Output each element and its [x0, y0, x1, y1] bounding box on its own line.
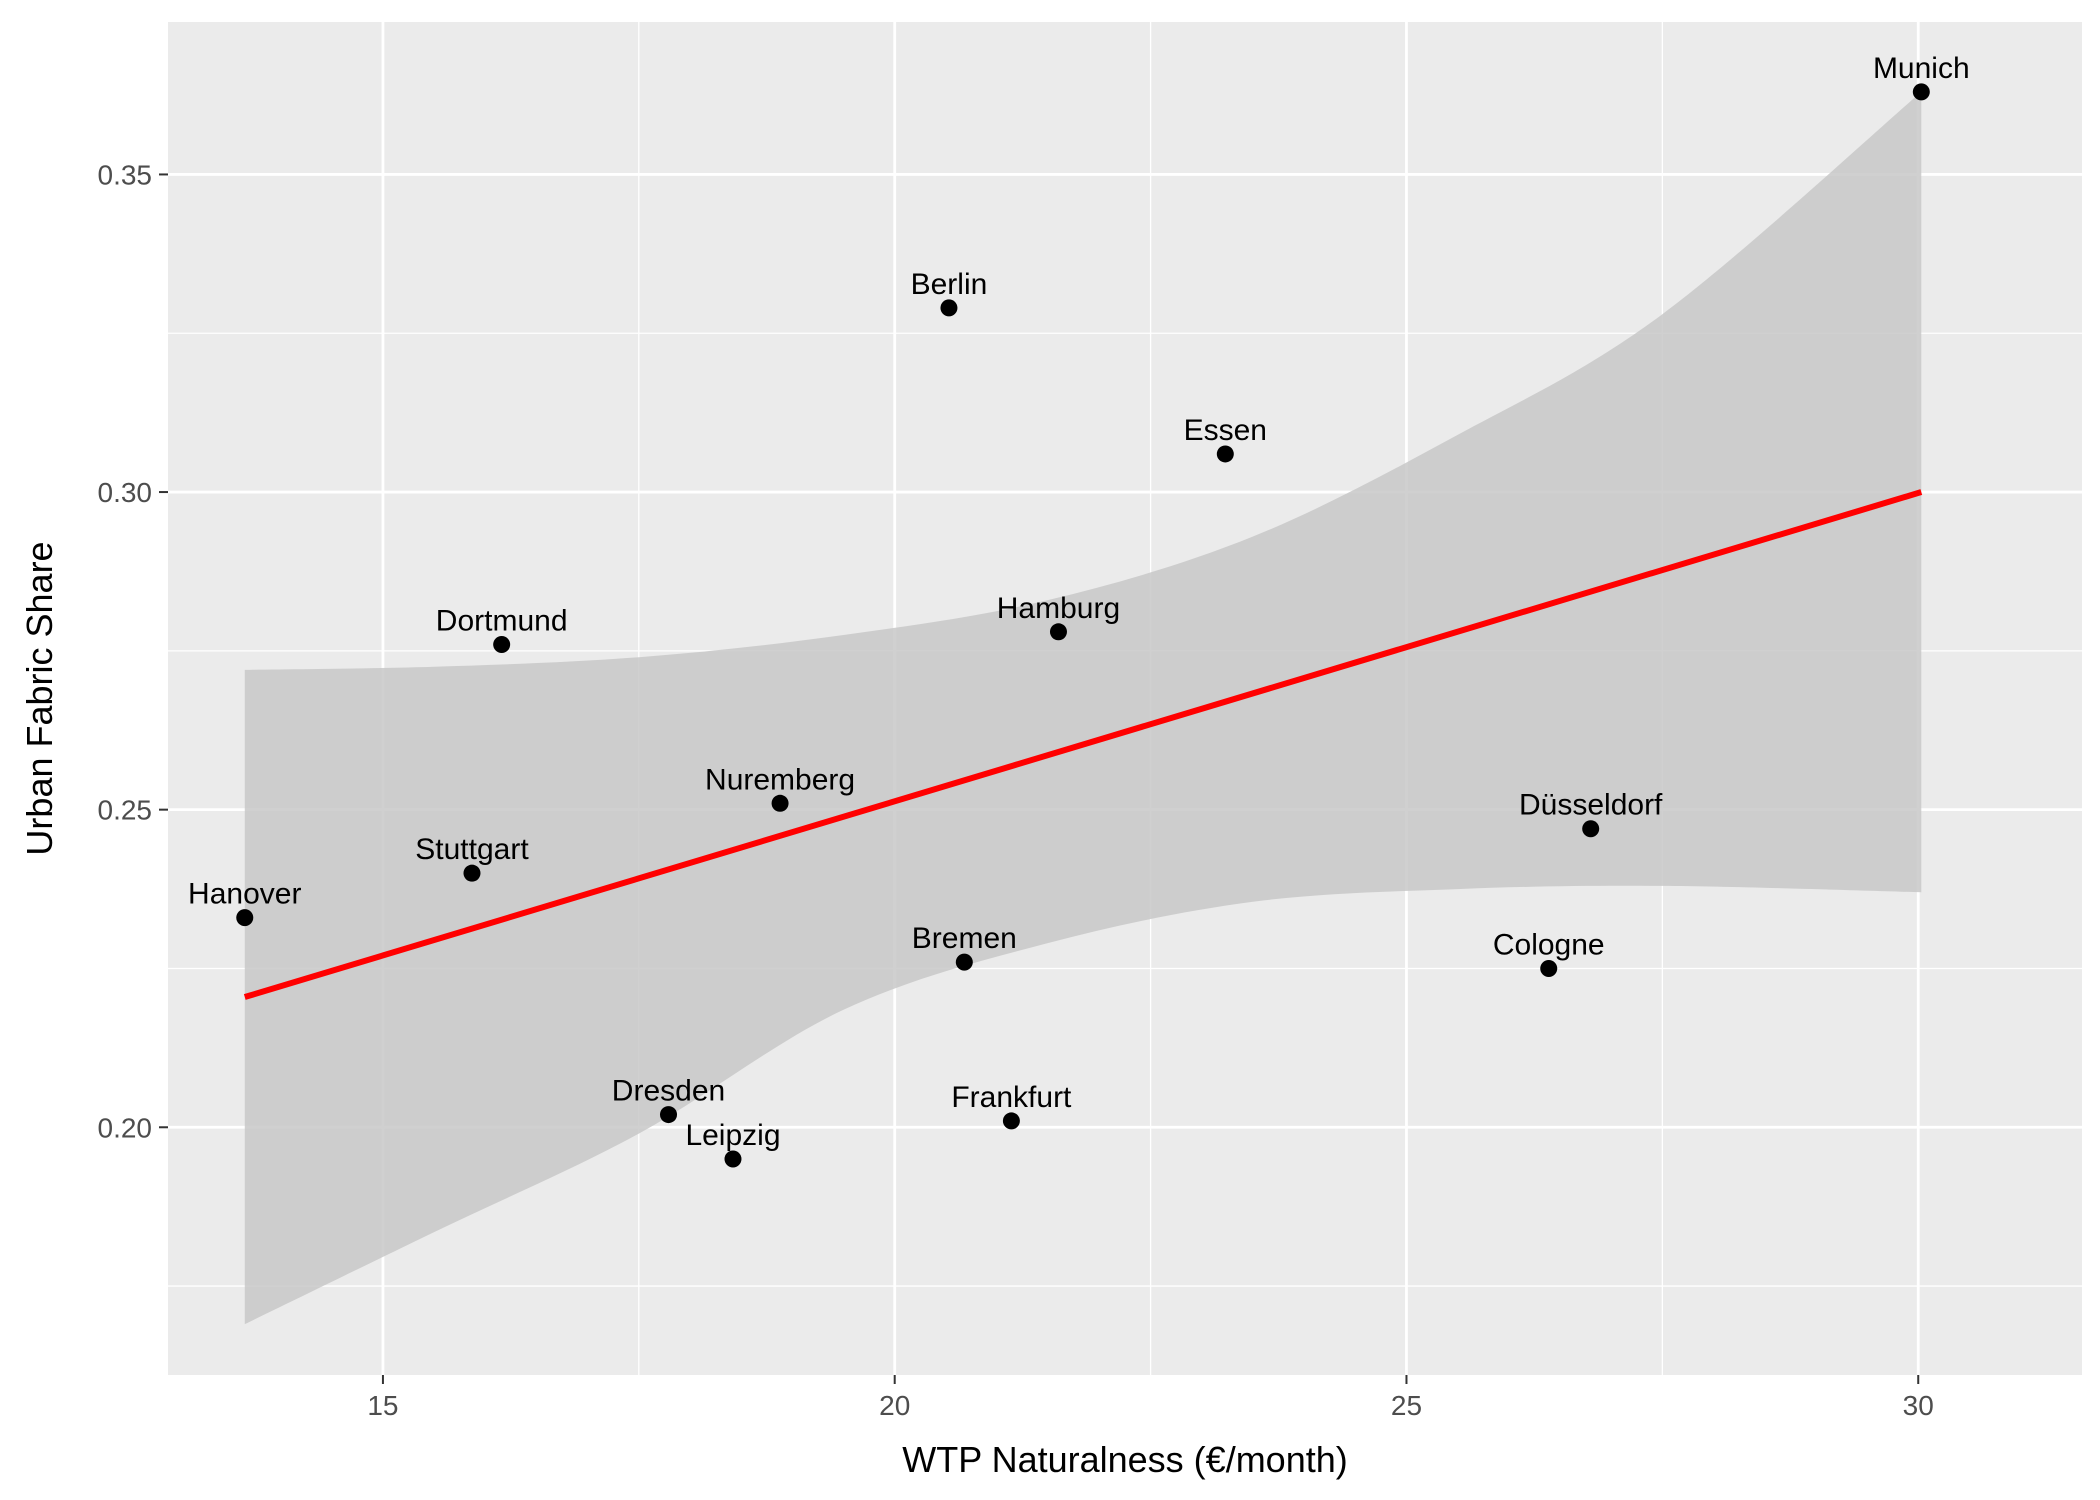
point-label: Essen — [1184, 414, 1267, 447]
x-axis-title: WTP Naturalness (€/month) — [902, 1439, 1347, 1480]
y-axis-ticks: 0.20 0.25 0.30 0.35 — [98, 159, 168, 1143]
point-label: Cologne — [1493, 928, 1605, 961]
y-tick-label: 0.20 — [98, 1112, 153, 1143]
data-point — [1002, 1112, 1020, 1130]
data-point — [955, 953, 973, 971]
x-axis-ticks: 15 20 25 30 — [367, 1375, 1934, 1421]
regression-line — [243, 489, 1923, 1000]
x-tick-label: 25 — [1391, 1390, 1422, 1421]
x-tick-label: 20 — [879, 1390, 910, 1421]
point-label: Hamburg — [997, 592, 1120, 625]
data-point — [493, 636, 511, 654]
y-axis-title: Urban Fabric Share — [19, 541, 60, 855]
data-point — [1912, 83, 1930, 101]
point-label: Nuremberg — [705, 763, 855, 796]
data-point — [1582, 820, 1600, 838]
data-point — [236, 909, 254, 927]
point-label: Munich — [1873, 52, 1970, 85]
point-label: Frankfurt — [951, 1081, 1072, 1114]
y-tick-label: 0.35 — [98, 159, 153, 190]
data-point — [463, 864, 481, 882]
y-tick-label: 0.30 — [98, 477, 153, 508]
data-point — [1540, 959, 1558, 977]
point-labels: Munich Berlin Essen Dortmund Hamburg Nurember… — [188, 52, 1970, 1152]
y-tick-label: 0.25 — [98, 795, 153, 826]
data-point — [724, 1150, 742, 1168]
point-label: Berlin — [911, 268, 988, 301]
data-point — [1049, 623, 1067, 641]
point-label: Hanover — [188, 878, 301, 911]
point-label: Bremen — [912, 922, 1017, 955]
point-label: Dortmund — [436, 605, 568, 638]
point-label: Dresden — [612, 1075, 725, 1108]
data-point — [771, 794, 789, 812]
point-label: Düsseldorf — [1519, 789, 1663, 822]
data-point — [1216, 445, 1234, 463]
data-point — [940, 299, 958, 317]
data-points — [236, 83, 1930, 1168]
confidence-band — [244, 91, 1922, 1325]
x-tick-label: 15 — [367, 1390, 398, 1421]
data-point — [660, 1106, 678, 1124]
x-tick-label: 30 — [1903, 1390, 1934, 1421]
point-label: Leipzig — [685, 1119, 780, 1152]
point-label: Stuttgart — [415, 833, 529, 866]
